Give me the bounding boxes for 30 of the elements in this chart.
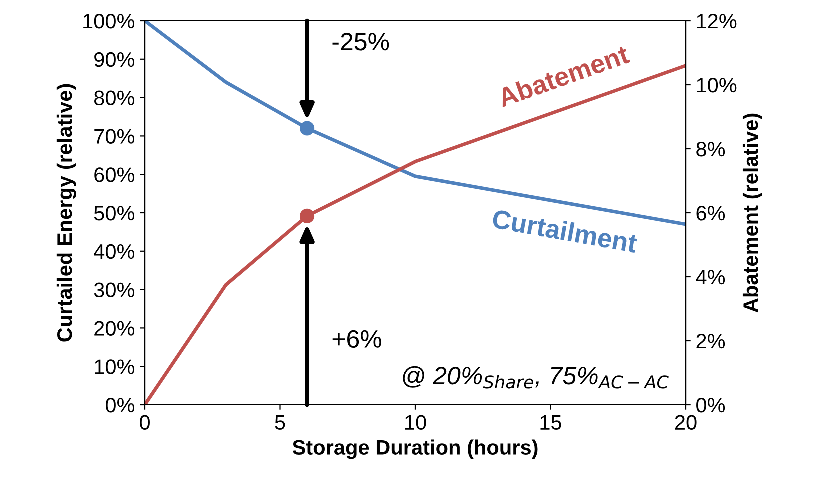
x-tick-label: 10 <box>406 415 426 430</box>
y2-tick-label: 4% <box>696 270 726 285</box>
y-tick-label: 100% <box>84 14 135 29</box>
y-tick-label: 50% <box>94 206 135 221</box>
x-axis-title: Storage Duration (hours) <box>292 440 538 460</box>
y-tick-label: 0% <box>106 398 135 413</box>
y2-tick-label: 8% <box>696 142 726 157</box>
annotation: -25% <box>332 33 390 51</box>
y2-tick-label: 10% <box>697 78 737 93</box>
y2-tick-label: 12% <box>697 14 737 29</box>
x-tick-label: 15 <box>540 415 562 430</box>
x-tick-label: 20 <box>675 415 697 430</box>
y-tick-label: 70% <box>94 129 135 144</box>
x-tick-label: 5 <box>275 415 286 430</box>
annotation: +6% <box>332 330 382 348</box>
y2-tick-label: 0% <box>696 398 726 413</box>
y2-axis-title: Abatement (relative) <box>742 114 762 313</box>
y-tick-label: 30% <box>94 282 135 298</box>
y2-tick-label: 6% <box>696 206 726 221</box>
y2-tick-label: 2% <box>696 334 726 349</box>
y-tick-label: 40% <box>94 244 135 260</box>
y-tick-label: 80% <box>94 90 135 106</box>
y-tick-label: 60% <box>94 168 135 182</box>
y-tick-label: 20% <box>94 321 135 336</box>
y-tick-label: 90% <box>94 52 135 68</box>
y-tick-label: 10% <box>95 360 135 374</box>
text: Curtailment <box>492 208 638 254</box>
annotation: @ 20%$_{Share}$, 75%$_{AC−AC}$ <box>403 366 669 389</box>
y-axis-title: Curtailed Energy (relative) <box>56 84 76 342</box>
x-tick-label: 0 <box>140 415 150 430</box>
